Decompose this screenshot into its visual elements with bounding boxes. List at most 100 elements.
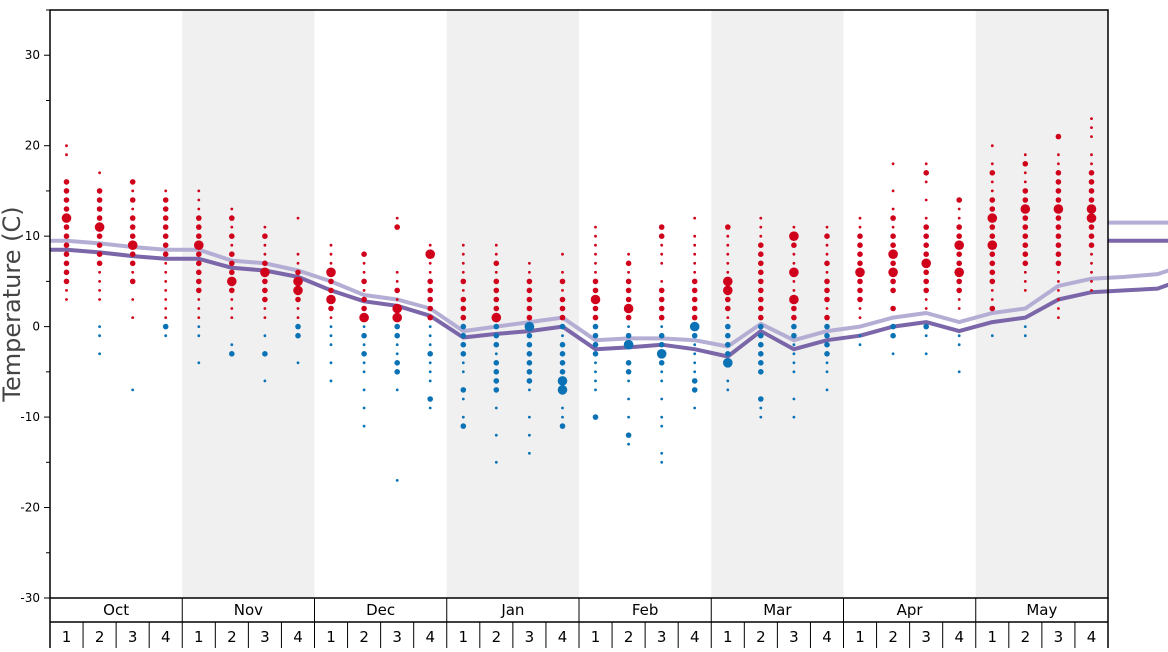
data-point (1055, 179, 1062, 185)
month-label: Feb (632, 601, 659, 619)
data-point (1022, 251, 1029, 257)
data-point (954, 267, 964, 278)
data-point (658, 287, 665, 294)
data-point (956, 287, 962, 294)
data-point (660, 243, 664, 247)
data-point (427, 305, 434, 312)
data-point (658, 296, 665, 303)
data-point (63, 278, 70, 285)
data-point (726, 243, 730, 247)
data-point (63, 197, 70, 203)
data-point (759, 225, 763, 229)
data-point (493, 332, 500, 339)
data-point (263, 316, 267, 319)
month-label: Dec (366, 601, 395, 619)
y-tick-label: -30 (20, 591, 40, 605)
data-point (164, 334, 168, 338)
data-point (691, 305, 698, 312)
month-label: Apr (897, 601, 924, 619)
data-point (98, 171, 101, 175)
data-point (824, 351, 830, 357)
data-point (494, 270, 498, 274)
data-point (890, 233, 896, 239)
data-point (1053, 204, 1064, 214)
data-point (924, 307, 928, 310)
data-point (461, 243, 465, 247)
week-label: 2 (756, 628, 766, 646)
data-point (1088, 233, 1095, 239)
data-point (660, 252, 664, 256)
data-point (891, 352, 895, 356)
data-point (658, 314, 665, 321)
data-point (561, 415, 564, 419)
data-point (989, 269, 996, 276)
data-point (494, 433, 498, 437)
data-point (164, 261, 168, 265)
data-point (592, 314, 599, 321)
data-point (857, 242, 863, 248)
data-point (989, 224, 996, 230)
data-point (627, 397, 630, 401)
data-point (561, 289, 564, 292)
data-point (1022, 233, 1029, 239)
data-point (825, 361, 829, 365)
data-point (493, 323, 500, 330)
data-point (427, 278, 434, 285)
data-point (890, 278, 896, 285)
data-point (427, 351, 434, 357)
data-point (326, 267, 336, 278)
data-point (197, 298, 201, 301)
data-point (329, 379, 333, 383)
data-point (392, 303, 403, 314)
data-point (328, 278, 334, 285)
data-point (428, 343, 432, 347)
data-point (361, 332, 367, 339)
data-point (561, 270, 564, 274)
week-label: 2 (624, 628, 634, 646)
data-point (460, 305, 467, 312)
data-point (196, 215, 202, 221)
data-point (197, 361, 201, 365)
data-point (197, 189, 201, 193)
data-point (395, 352, 399, 356)
data-point (460, 341, 467, 348)
data-point (660, 451, 664, 455)
data-point (792, 252, 796, 256)
data-point (164, 316, 168, 319)
data-point (559, 341, 566, 348)
data-point (923, 323, 929, 330)
data-point (890, 305, 896, 312)
week-label: 1 (194, 628, 204, 646)
data-point (1022, 197, 1029, 203)
data-point (891, 225, 895, 229)
data-point (394, 323, 401, 330)
data-point (627, 252, 630, 256)
data-point (428, 406, 432, 410)
data-point (989, 170, 996, 176)
data-point (230, 207, 234, 211)
data-point (196, 224, 202, 230)
data-point (1023, 325, 1027, 328)
data-point (693, 261, 697, 265)
data-point (98, 298, 101, 301)
data-point (592, 323, 599, 330)
data-point (990, 298, 994, 301)
data-point (461, 252, 465, 256)
data-point (131, 270, 135, 274)
data-point (559, 351, 566, 357)
data-point (825, 252, 829, 256)
data-point (1057, 270, 1060, 274)
data-point (758, 305, 764, 312)
data-point (1090, 270, 1093, 274)
data-point (131, 316, 135, 319)
data-point (526, 287, 533, 294)
data-point (627, 442, 630, 446)
data-point (1057, 307, 1060, 310)
data-point (857, 260, 863, 267)
data-point (230, 316, 234, 319)
data-point (825, 243, 829, 247)
data-point (63, 260, 70, 267)
week-label: 2 (359, 628, 369, 646)
data-point (855, 267, 865, 278)
data-point (131, 298, 135, 301)
